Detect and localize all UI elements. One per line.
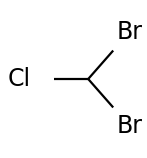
Text: Cl: Cl bbox=[7, 67, 31, 91]
Text: Br: Br bbox=[116, 114, 142, 138]
Text: Br: Br bbox=[116, 20, 142, 44]
